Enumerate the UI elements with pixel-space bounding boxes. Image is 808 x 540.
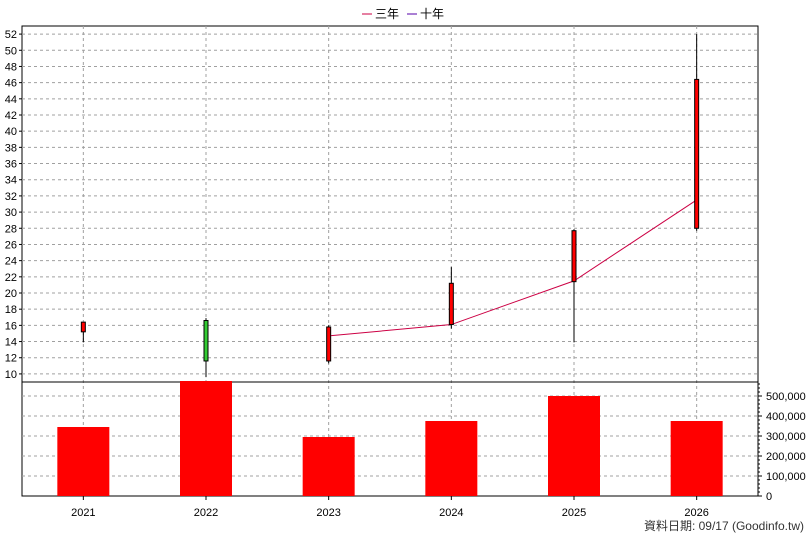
price-tick-label: 36 <box>5 159 17 171</box>
price-tick-label: 30 <box>5 207 17 219</box>
volume-tick-label: 100,000 <box>766 471 806 483</box>
candle-body <box>326 326 332 362</box>
candle-body <box>448 282 454 326</box>
volume-bar <box>302 437 355 496</box>
price-panel: 10 12 14 16 18 20 22 24 26 28 30 32 34 36 38 40 42 44 46 48… <box>5 25 759 496</box>
price-tick-label: 12 <box>5 353 17 365</box>
volume-tick-label: 200,000 <box>766 451 806 463</box>
volume-bar <box>57 427 110 496</box>
source-label: 資料日期: 09/17 (Goodinfo.tw) <box>643 519 804 533</box>
volume-bar <box>180 381 232 496</box>
legend: 三年 十年 <box>362 7 444 21</box>
volume-bar <box>670 421 723 496</box>
price-tick-label: 22 <box>5 272 17 284</box>
price-tick-label: 32 <box>5 191 17 203</box>
price-tick-label: 26 <box>5 239 17 251</box>
volume-tick-label: 0 <box>766 491 772 503</box>
volume-tick-label: 300,000 <box>766 431 806 443</box>
volume-tick-label: 500,000 <box>766 391 806 403</box>
volume-panel-frame <box>21 381 759 497</box>
x-tick-label: 2025 <box>562 507 586 519</box>
price-tick-label: 28 <box>5 223 17 235</box>
price-tick-label: 40 <box>5 126 17 138</box>
x-tick-label: 2024 <box>439 507 463 519</box>
price-tick-label: 10 <box>5 369 17 381</box>
x-axis: 2021 2022 2023 2024 2025 2026 <box>71 496 709 519</box>
price-panel-frame <box>21 25 759 383</box>
volume-bar <box>548 396 600 496</box>
volume-panel: 0 100,000 200,000 300,000 400,000 500,000 <box>21 381 806 503</box>
candle-body <box>694 78 700 229</box>
candle-body <box>80 321 86 333</box>
candle-body <box>203 320 209 362</box>
x-tick-label: 2022 <box>194 507 218 519</box>
price-tick-label: 50 <box>5 45 17 57</box>
x-tick-label: 2023 <box>316 507 340 519</box>
legend-label-three-year: 三年 <box>375 7 399 21</box>
price-tick-label: 48 <box>5 61 17 73</box>
price-tick-label: 20 <box>5 288 17 300</box>
price-tick-label: 16 <box>5 320 17 332</box>
price-tick-label: 34 <box>5 175 17 187</box>
price-tick-label: 14 <box>5 337 17 349</box>
price-tick-label: 24 <box>5 256 17 268</box>
legend-label-ten-year: 十年 <box>420 7 444 21</box>
price-tick-label: 44 <box>5 94 17 106</box>
x-tick-label: 2021 <box>71 507 95 519</box>
candle-body <box>571 230 577 283</box>
x-tick-label: 2026 <box>684 507 708 519</box>
price-tick-label: 18 <box>5 304 17 316</box>
volume-tick-label: 400,000 <box>766 411 806 423</box>
price-tick-label: 38 <box>5 142 17 154</box>
price-tick-label: 46 <box>5 78 17 90</box>
price-tick-label: 52 <box>5 29 17 41</box>
price-tick-label: 42 <box>5 110 17 122</box>
series-line-three-year <box>328 199 697 337</box>
volume-bar <box>425 421 478 496</box>
